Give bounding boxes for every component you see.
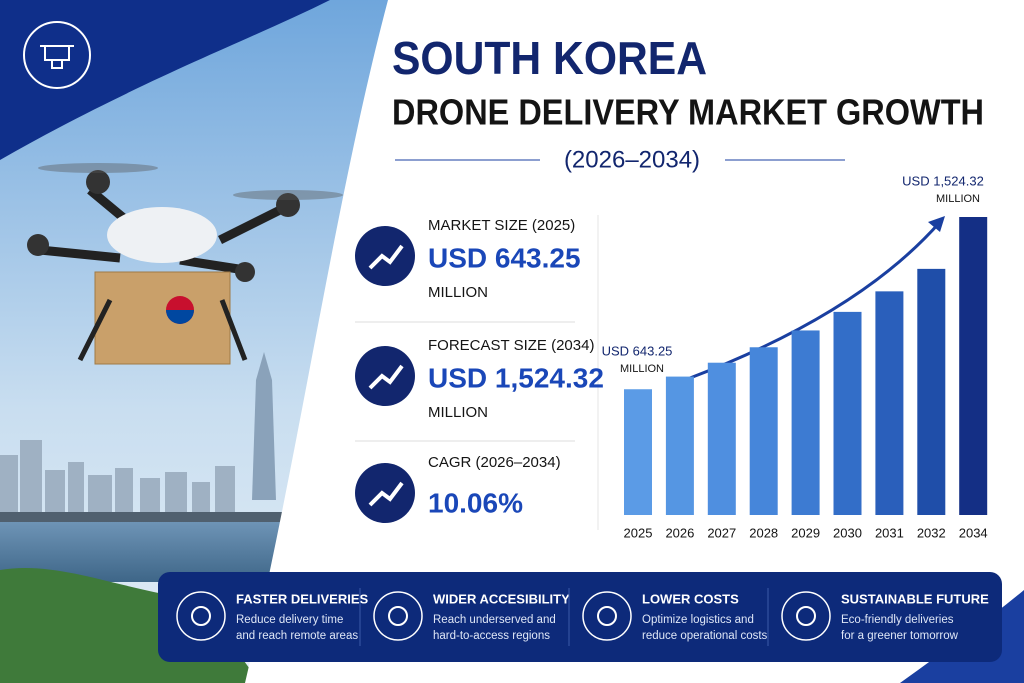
x-tick-label: 2031 bbox=[875, 525, 904, 540]
x-tick-label: 2026 bbox=[665, 525, 694, 540]
benefit-title: WIDER ACCESIBILITY bbox=[433, 591, 570, 606]
benefit-text: Reduce delivery time bbox=[236, 614, 343, 626]
logo-icon bbox=[23, 21, 91, 89]
value-annotation-unit: MILLION bbox=[620, 363, 664, 375]
stat-glyph bbox=[368, 244, 404, 270]
benefit-title: LOWER COSTS bbox=[642, 591, 739, 606]
stat-label: MARKET SIZE (2025) bbox=[428, 217, 575, 234]
benefit-text: Reach underserved and bbox=[433, 614, 556, 626]
x-tick-label: 2032 bbox=[917, 525, 946, 540]
bar bbox=[707, 362, 736, 515]
bar bbox=[749, 347, 778, 515]
benefit-icon bbox=[176, 591, 226, 641]
benefit-glyph bbox=[597, 606, 617, 626]
value-annotation: USD 1,524.32 bbox=[902, 173, 984, 188]
benefit-icon bbox=[373, 591, 423, 641]
stat-value: 10.06% bbox=[428, 487, 523, 518]
bridge bbox=[0, 512, 290, 522]
period: (2026–2034) bbox=[564, 146, 700, 173]
stat-value: USD 1,524.32 bbox=[428, 362, 604, 393]
benefit-text: hard-to-access regions bbox=[433, 630, 550, 642]
stat-glyph bbox=[368, 364, 404, 390]
drone bbox=[27, 163, 343, 365]
benefit-glyph bbox=[191, 606, 211, 626]
bar bbox=[875, 291, 904, 515]
x-tick-label: 2025 bbox=[624, 525, 653, 540]
title-line-2: DRONE DELIVERY MARKET GROWTH bbox=[392, 92, 984, 133]
bar bbox=[624, 389, 652, 515]
x-tick-label: 2028 bbox=[749, 525, 778, 540]
bar bbox=[665, 376, 694, 515]
bar bbox=[917, 268, 946, 515]
stat-label: FORECAST SIZE (2034) bbox=[428, 337, 594, 354]
corner-shape bbox=[0, 0, 330, 160]
benefit-icon bbox=[582, 591, 632, 641]
value-annotation-unit: MILLION bbox=[936, 193, 980, 205]
content-panel bbox=[245, 0, 1024, 683]
benefit-text: and reach remote areas bbox=[236, 630, 358, 642]
benefit-glyph bbox=[796, 606, 816, 626]
stat-glyph bbox=[368, 481, 404, 507]
bar bbox=[791, 330, 820, 515]
benefit-text: reduce operational costs bbox=[642, 630, 768, 642]
bar bbox=[959, 217, 988, 515]
stat-unit: MILLION bbox=[428, 404, 488, 421]
benefit-glyph bbox=[388, 606, 408, 626]
value-annotation: USD 643.25 bbox=[602, 343, 673, 358]
title-line-1: SOUTH KOREA bbox=[392, 32, 707, 84]
benefit-text: Optimize logistics and bbox=[642, 614, 754, 626]
bar bbox=[833, 311, 862, 515]
growth-arrow-head bbox=[928, 216, 945, 232]
benefit-text: Eco-friendly deliveries bbox=[841, 614, 954, 626]
stat-label: CAGR (2026–2034) bbox=[428, 454, 561, 471]
benefit-text: for a greener tomorrow bbox=[841, 630, 959, 642]
benefits-band bbox=[158, 572, 1002, 662]
x-tick-label: 2034 bbox=[959, 525, 988, 540]
stat-unit: MILLION bbox=[428, 284, 488, 301]
x-tick-label: 2030 bbox=[833, 525, 862, 540]
photo-city bbox=[0, 352, 276, 515]
stat-value: USD 643.25 bbox=[428, 242, 581, 273]
x-tick-label: 2029 bbox=[791, 525, 820, 540]
benefit-title: SUSTAINABLE FUTURE bbox=[841, 591, 989, 606]
growth-arrow bbox=[689, 221, 942, 380]
benefit-title: FASTER DELIVERIES bbox=[236, 591, 369, 606]
x-tick-label: 2027 bbox=[707, 525, 736, 540]
benefit-icon bbox=[781, 591, 831, 641]
logo-drone bbox=[40, 45, 74, 69]
